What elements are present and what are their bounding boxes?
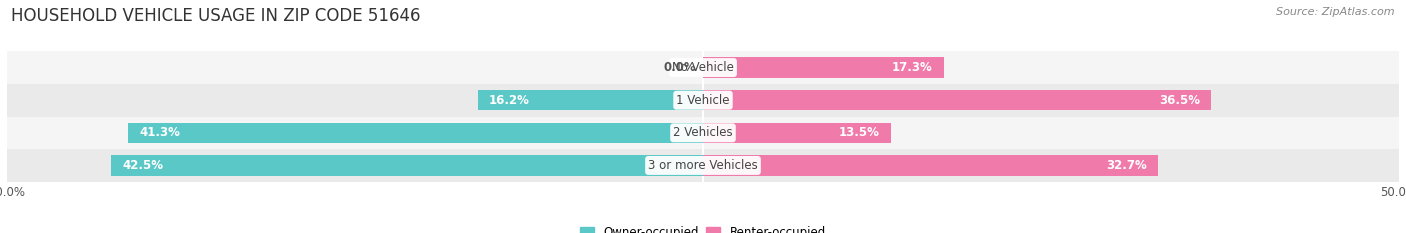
- Bar: [111, 155, 703, 175]
- Text: 13.5%: 13.5%: [839, 126, 880, 139]
- Bar: [478, 90, 703, 110]
- Text: HOUSEHOLD VEHICLE USAGE IN ZIP CODE 51646: HOUSEHOLD VEHICLE USAGE IN ZIP CODE 5164…: [11, 7, 420, 25]
- Text: 32.7%: 32.7%: [1107, 159, 1147, 172]
- Bar: [7, 51, 1399, 84]
- Text: 36.5%: 36.5%: [1159, 94, 1199, 107]
- Text: 2 Vehicles: 2 Vehicles: [673, 126, 733, 139]
- Text: No Vehicle: No Vehicle: [672, 61, 734, 74]
- Bar: [7, 149, 1399, 182]
- Bar: [7, 116, 1399, 149]
- Text: 0.0%: 0.0%: [664, 61, 696, 74]
- Bar: [703, 155, 1159, 175]
- Bar: [128, 123, 703, 143]
- Text: 3 or more Vehicles: 3 or more Vehicles: [648, 159, 758, 172]
- Text: Source: ZipAtlas.com: Source: ZipAtlas.com: [1277, 7, 1395, 17]
- Bar: [703, 90, 1211, 110]
- Text: 41.3%: 41.3%: [139, 126, 180, 139]
- Text: 17.3%: 17.3%: [891, 61, 932, 74]
- Text: 16.2%: 16.2%: [489, 94, 530, 107]
- Bar: [703, 58, 943, 78]
- Legend: Owner-occupied, Renter-occupied: Owner-occupied, Renter-occupied: [575, 221, 831, 233]
- Bar: [7, 84, 1399, 116]
- Text: 1 Vehicle: 1 Vehicle: [676, 94, 730, 107]
- Text: 42.5%: 42.5%: [122, 159, 163, 172]
- Bar: [703, 123, 891, 143]
